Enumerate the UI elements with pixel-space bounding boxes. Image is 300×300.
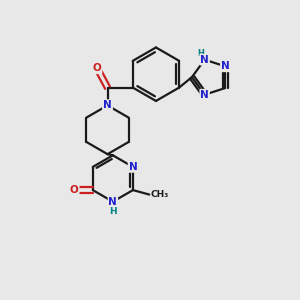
Text: N: N bbox=[200, 90, 209, 100]
Text: N: N bbox=[103, 100, 112, 110]
Text: N: N bbox=[129, 162, 137, 172]
Text: N: N bbox=[109, 197, 117, 207]
Text: H: H bbox=[198, 49, 205, 58]
Text: N: N bbox=[200, 55, 209, 65]
Text: N: N bbox=[221, 61, 230, 71]
Text: O: O bbox=[70, 185, 79, 195]
Text: H: H bbox=[109, 207, 117, 216]
Text: O: O bbox=[93, 63, 101, 73]
Text: N: N bbox=[103, 100, 112, 110]
Text: CH₃: CH₃ bbox=[151, 190, 169, 199]
